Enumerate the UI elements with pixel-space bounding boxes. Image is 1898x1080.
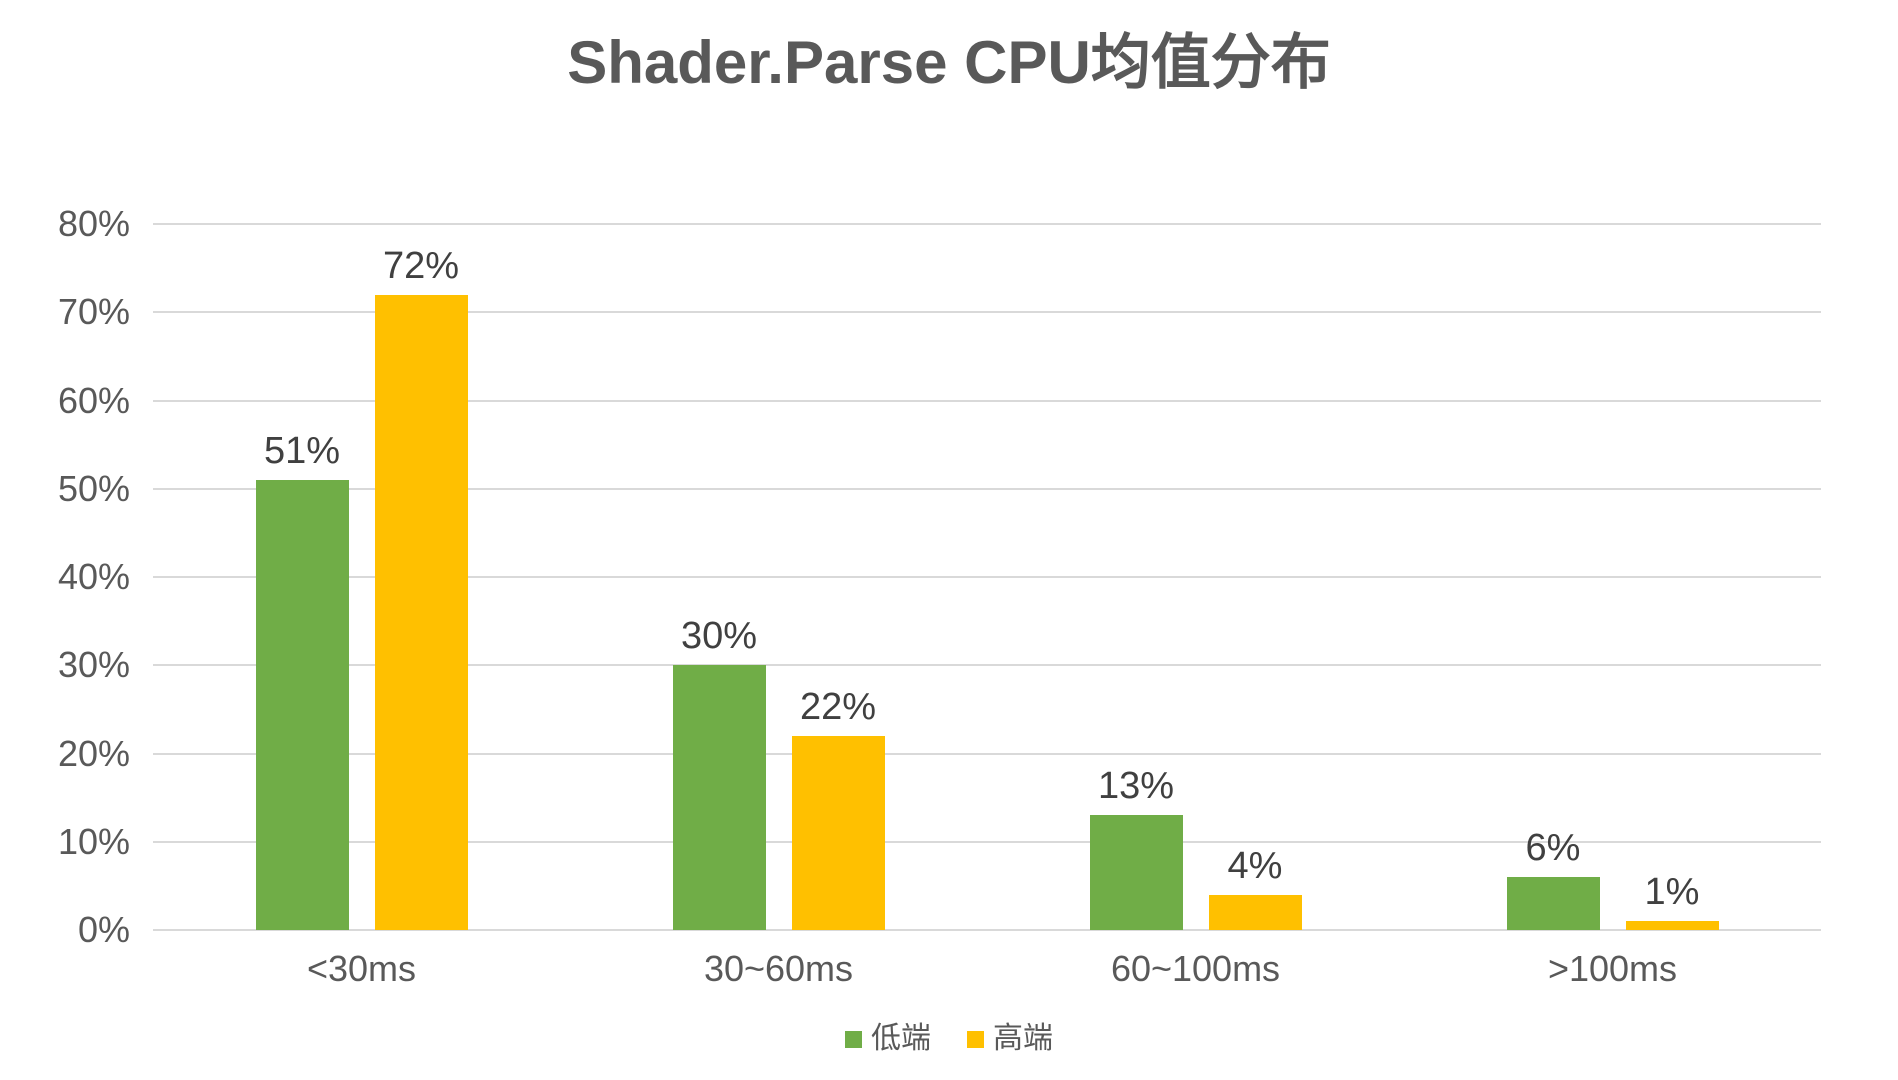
gridline <box>153 664 1821 667</box>
bar-value-label: 6% <box>1525 827 1581 870</box>
legend-item-label: 低端 <box>871 1022 931 1055</box>
x-axis-labels: <30ms 30~60ms 60~100ms >100ms <box>153 948 1821 990</box>
gridline <box>153 311 1821 314</box>
bar-value-label: 51% <box>263 429 341 472</box>
gridline <box>153 929 1821 931</box>
legend-swatch-low-end-icon <box>845 1030 862 1048</box>
legend: 低端 高端 <box>0 1024 1898 1054</box>
bar-value-label: 72% <box>382 244 460 287</box>
y-axis-tick-label: 30% <box>57 644 130 686</box>
chart-title: Shader.Parse CPU均值分布 <box>567 29 1331 96</box>
gridline <box>153 399 1821 402</box>
y-axis-tick-label: 50% <box>57 467 130 509</box>
bar-group: 51% 72% <box>153 224 570 930</box>
x-axis-tick-label: 30~60ms <box>703 948 854 989</box>
y-axis-tick-label: 60% <box>57 379 130 421</box>
bar-low-end: 51% <box>255 432 349 930</box>
bar-low-end: 6% <box>1506 829 1600 930</box>
gridline <box>153 576 1821 578</box>
bar-high-end: 1% <box>1625 873 1719 930</box>
legend-item-low-end: 低端 <box>845 1024 931 1054</box>
y-axis-tick-label: 70% <box>57 291 130 333</box>
bar-value-label: 1% <box>1644 871 1700 914</box>
bar-group: 30% 22% <box>570 224 987 930</box>
y-axis-tick-label: 40% <box>57 556 130 597</box>
bar-high-end: 72% <box>374 247 468 930</box>
bar-value-label: 30% <box>680 615 758 658</box>
y-axis-tick-label: 0% <box>77 909 130 950</box>
y-axis-tick-label: 10% <box>57 820 130 862</box>
x-axis-tick-label: >100ms <box>1547 948 1678 989</box>
bar-low-end: 30% <box>672 617 766 930</box>
gridline <box>153 223 1821 225</box>
bar-high-end: 22% <box>791 688 885 930</box>
legend-swatch-high-end-icon <box>967 1030 984 1048</box>
y-axis-tick-label: 20% <box>57 732 130 774</box>
bar-value-label: 4% <box>1227 844 1283 887</box>
bar-low-end: 13% <box>1089 767 1183 930</box>
x-axis-tick-label: <30ms <box>306 948 417 989</box>
gridline <box>153 487 1821 490</box>
x-axis-tick-label: 60~100ms <box>1110 948 1281 989</box>
plot-area: 0% 10% 20% 30% 40% 50% 60% 70% 80% 51% 72% 30% 22% 13… <box>58 206 1821 948</box>
bar-high-end: 4% <box>1208 847 1302 930</box>
legend-item-label: 高端 <box>993 1022 1053 1055</box>
legend-item-high-end: 高端 <box>967 1024 1053 1054</box>
bar-value-label: 22% <box>799 685 877 728</box>
y-axis-tick-label: 80% <box>57 203 130 244</box>
gridline <box>153 752 1821 755</box>
bar-group: 13% 4% <box>987 224 1404 930</box>
bar-value-label: 13% <box>1097 765 1175 808</box>
bar-group: 6% 1% <box>1404 224 1821 930</box>
gridline <box>153 840 1821 843</box>
